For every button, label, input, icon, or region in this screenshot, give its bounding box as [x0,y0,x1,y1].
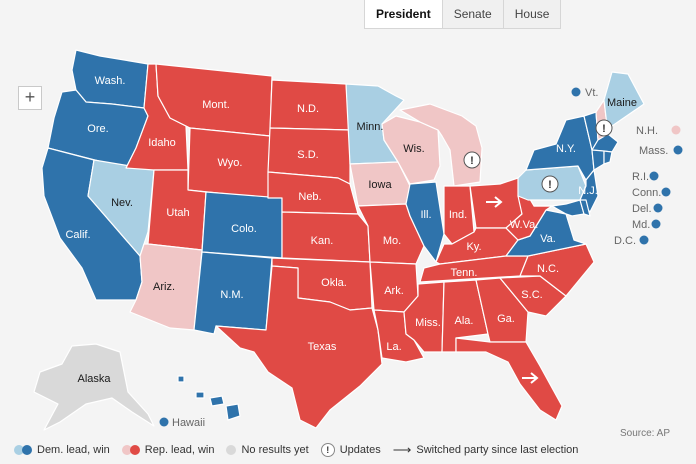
label-dc: D.C. [614,235,636,247]
label-tn: Tenn. [451,267,478,279]
label-az: Ariz. [153,281,175,293]
legend-switched: ⟶ Switched party since last election [393,442,579,458]
update-marker-nh[interactable]: ! [595,119,613,137]
label-ar: Ark. [384,285,404,297]
ext-label-ct[interactable]: Conn. [632,187,671,199]
label-ks: Kan. [311,235,334,247]
ext-label-ma[interactable]: Mass. [639,145,683,157]
label-ne: Neb. [298,191,321,203]
ext-label-md[interactable]: Md. [632,219,661,231]
label-ok: Okla. [321,277,347,289]
svg-text:!: ! [602,123,606,135]
race-tabs: President Senate House [364,0,562,29]
ext-label-vt[interactable]: Vt. [571,87,599,99]
label-tx: Texas [308,341,337,353]
state-de[interactable] [579,199,591,217]
state-ct[interactable] [591,149,605,171]
label-wy: Wyo. [218,157,243,169]
label-co: Colo. [231,223,257,235]
label-ri: R.I. [632,171,649,183]
label-md: Md. [632,219,650,231]
update-marker-mi[interactable]: ! [463,151,481,169]
ext-label-nh[interactable]: N.H. [636,125,681,137]
legend-updates-label: Updates [339,444,381,456]
legend-none: No results yet [226,444,309,456]
state-mi[interactable] [399,103,483,187]
map-legend: Dem. lead, win Rep. lead, win No results… [14,442,590,458]
legend-rep-label: Rep. lead, win [144,444,215,456]
label-ky: Ky. [466,241,481,253]
state-hi[interactable] [177,375,241,421]
zoom-in-button[interactable]: + [18,86,42,110]
label-va: Va. [540,233,556,245]
source-note: Source: AP [619,428,670,439]
state-tx[interactable] [215,265,383,429]
label-sc: S.C. [521,289,542,301]
label-la: La. [386,341,401,353]
no-results-swatch-icon [226,445,237,455]
dem-swatch-icon [14,445,32,455]
switched-arrow-oh [486,196,503,208]
label-ga: Ga. [497,313,515,325]
label-ia: Iowa [368,179,392,191]
label-or: Ore. [87,123,108,135]
label-ca: Calif. [65,229,90,241]
label-ut: Utah [166,207,189,219]
label-vt: Vt. [585,87,598,99]
tab-house[interactable]: House [502,0,561,28]
arrow-right-icon: ⟶ [392,442,412,457]
legend-updates: ! Updates [320,443,381,457]
label-id: Idaho [148,137,176,149]
switched-arrow-fl [522,372,539,384]
label-nc: N.C. [537,263,559,275]
svg-text:!: ! [470,155,474,167]
svg-text:!: ! [548,179,552,191]
label-wa: Wash. [95,75,126,87]
legend-dem-label: Dem. lead, win [37,444,110,456]
label-nd: N.D. [297,103,319,115]
label-mt: Mont. [202,99,230,111]
state-fl[interactable] [455,337,563,421]
ext-label-hi[interactable]: Hawaii [159,417,206,429]
tab-president[interactable]: President [365,0,442,28]
label-nv: Nev. [111,197,133,209]
rep-swatch-icon [121,445,140,455]
label-nh: N.H. [636,125,658,137]
label-sd: S.D. [297,149,318,161]
state-ak[interactable] [33,343,155,431]
label-de: Del. [632,203,652,215]
state-wi[interactable] [381,115,441,185]
label-me: Maine [607,97,637,109]
ext-label-ri[interactable]: R.I. [632,171,659,183]
state-ri[interactable] [603,150,613,165]
legend-none-label: No results yet [241,444,309,456]
legend-dem: Dem. lead, win [14,444,110,456]
ext-label-de[interactable]: Del. [632,203,663,215]
label-il: Ill. [421,209,432,221]
exclamation-icon: ! [320,443,335,457]
label-ny: N.Y. [556,143,576,155]
label-wi: Wis. [403,143,424,155]
ext-label-dc[interactable]: D.C. [614,235,649,247]
legend-rep: Rep. lead, win [121,444,215,456]
label-ma: Mass. [639,145,668,157]
label-ms: Miss. [415,317,441,329]
state-il[interactable] [405,181,445,263]
label-wv: W.Va. [510,219,539,231]
label-mo: Mo. [383,235,401,247]
label-ct: Conn. [632,187,661,199]
legend-switched-label: Switched party since last election [416,444,579,456]
label-nm: N.M. [220,289,243,301]
label-al: Ala. [455,315,474,327]
label-mn: Minn. [357,121,384,133]
label-ak: Alaska [77,373,111,385]
label-hi: Hawaii [172,417,205,429]
update-marker-pa[interactable]: ! [541,175,559,193]
tab-senate[interactable]: Senate [441,0,503,28]
label-in: Ind. [449,209,467,221]
label-nj: N.J. [578,185,598,197]
